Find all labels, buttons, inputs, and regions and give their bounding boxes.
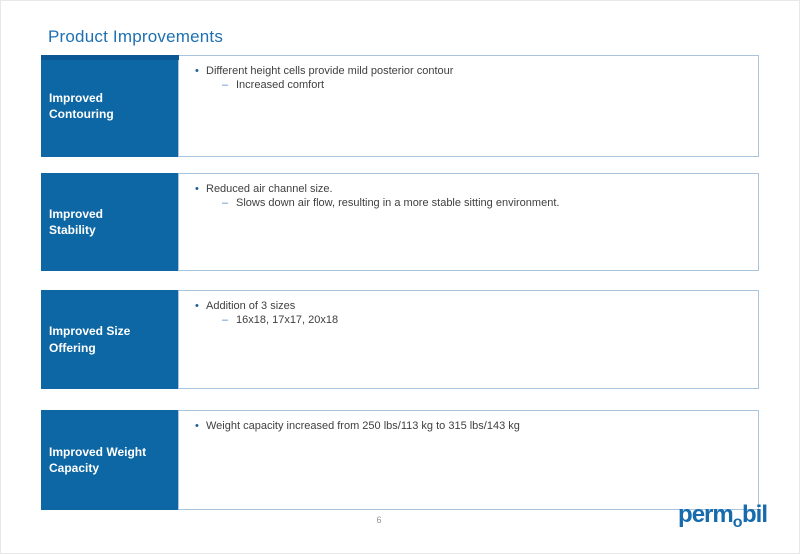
sub-bullet-item: – Increased comfort xyxy=(222,78,748,92)
dash-icon: – xyxy=(222,314,229,326)
dash-icon: – xyxy=(222,79,229,91)
bullet-item: • Weight capacity increased from 250 lbs… xyxy=(195,419,748,433)
page-title: Product Improvements xyxy=(48,27,224,46)
row-content-box: • Reduced air channel size. – Slows down… xyxy=(178,173,759,271)
title-underline-accent xyxy=(41,55,179,60)
permobil-logo: permobil xyxy=(678,501,768,531)
sub-bullet-item: – Slows down air flow, resulting in a mo… xyxy=(222,196,748,210)
bullet-text: Weight capacity increased from 250 lbs/1… xyxy=(206,420,520,432)
sub-bullet-text: Increased comfort xyxy=(236,79,325,91)
row-label-box: Improved Size Offering xyxy=(41,290,178,389)
row-label-box: Improved Contouring xyxy=(41,55,178,157)
row-content-box: • Addition of 3 sizes – 16x18, 17x17, 20… xyxy=(178,290,759,389)
row-label: Improved Weight Capacity xyxy=(49,444,147,475)
row-content-box: • Different height cells provide mild po… xyxy=(178,55,759,157)
sub-bullet-item: – 16x18, 17x17, 20x18 xyxy=(222,313,748,327)
feature-row-size-offering: Improved Size Offering • Addition of 3 s… xyxy=(1,290,799,389)
row-content-box: • Weight capacity increased from 250 lbs… xyxy=(178,410,759,510)
bullet-item: • Different height cells provide mild po… xyxy=(195,64,748,78)
logo-text-start: perm xyxy=(678,501,734,528)
dash-icon: – xyxy=(222,197,229,209)
bullet-text: Different height cells provide mild post… xyxy=(206,65,454,77)
bullet-icon: • xyxy=(195,420,199,432)
bullet-icon: • xyxy=(195,300,199,312)
bullet-text: Reduced air channel size. xyxy=(206,183,333,195)
logo-lowered-o: o xyxy=(732,514,743,531)
page-number: 6 xyxy=(376,515,382,525)
sub-bullet-text: Slows down air flow, resulting in a more… xyxy=(236,197,560,209)
feature-row-stability: Improved Stability • Reduced air channel… xyxy=(1,173,799,271)
bullet-icon: • xyxy=(195,183,199,195)
row-label-box: Improved Stability xyxy=(41,173,178,271)
row-label-box: Improved Weight Capacity xyxy=(41,410,178,510)
sub-bullet-text: 16x18, 17x17, 20x18 xyxy=(236,314,339,326)
bullet-item: • Reduced air channel size. xyxy=(195,182,748,196)
row-label: Improved Contouring xyxy=(49,90,114,121)
bullet-icon: • xyxy=(195,65,199,77)
bullet-item: • Addition of 3 sizes xyxy=(195,299,748,313)
row-label: Improved Size Offering xyxy=(49,324,131,355)
bullet-text: Addition of 3 sizes xyxy=(206,300,296,312)
row-label: Improved Stability xyxy=(49,206,104,237)
feature-row-weight-capacity: Improved Weight Capacity • Weight capaci… xyxy=(1,410,799,510)
logo-text-end: bil xyxy=(742,501,768,528)
feature-row-contouring: Improved Contouring • Different height c… xyxy=(1,55,799,157)
